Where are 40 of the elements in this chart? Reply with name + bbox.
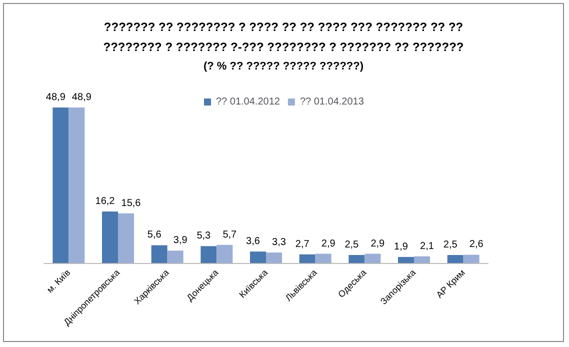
data-label: 16,2 bbox=[95, 196, 116, 207]
bar bbox=[250, 252, 266, 263]
data-label: 5,7 bbox=[222, 229, 238, 240]
data-label: 2,6 bbox=[469, 239, 484, 250]
bar bbox=[315, 254, 332, 263]
data-label: 3,6 bbox=[246, 236, 260, 248]
chart-title: ??????? ?? ???????? ? ???? ?? ?? ???? ??? ??????? ?? ?? ???????? ? ??????? ?-??? ???????? ? ??????? ?? ??????? bbox=[103, 20, 464, 54]
bar bbox=[151, 245, 168, 263]
bar bbox=[447, 255, 464, 263]
data-label: 1,9 bbox=[394, 241, 408, 252]
bar bbox=[167, 250, 184, 263]
bar bbox=[216, 244, 233, 263]
legend-label: ?? 01.04.2012 bbox=[216, 96, 280, 108]
bar bbox=[364, 254, 381, 263]
data-label: 2,9 bbox=[370, 238, 386, 250]
data-label: 48,9 bbox=[46, 92, 66, 103]
bar bbox=[266, 252, 282, 263]
data-label: 2,5 bbox=[344, 240, 360, 251]
bar bbox=[463, 254, 480, 263]
bar bbox=[414, 256, 430, 263]
data-label: 5,3 bbox=[196, 230, 212, 242]
bar bbox=[118, 213, 134, 263]
data-label: 5,6 bbox=[147, 230, 162, 241]
data-label: 15,6 bbox=[121, 198, 142, 209]
data-label: 2,9 bbox=[321, 238, 336, 250]
data-label: 48,9 bbox=[72, 92, 92, 103]
bar bbox=[348, 255, 365, 263]
bar bbox=[52, 108, 69, 263]
data-label: 2,7 bbox=[295, 238, 310, 250]
bar bbox=[102, 211, 118, 263]
data-label: 3,3 bbox=[272, 237, 286, 248]
legend-label: ?? 01.04.2013 bbox=[300, 96, 364, 108]
bar bbox=[200, 246, 217, 263]
bar bbox=[68, 108, 85, 263]
bar bbox=[299, 254, 316, 263]
bar bbox=[398, 256, 414, 263]
chart-subtitle: (? % ?? ????? ????? ??????) bbox=[203, 60, 364, 72]
data-label: 2,5 bbox=[443, 240, 458, 251]
data-label: 2,1 bbox=[420, 240, 434, 252]
data-label: 3,9 bbox=[173, 235, 188, 246]
